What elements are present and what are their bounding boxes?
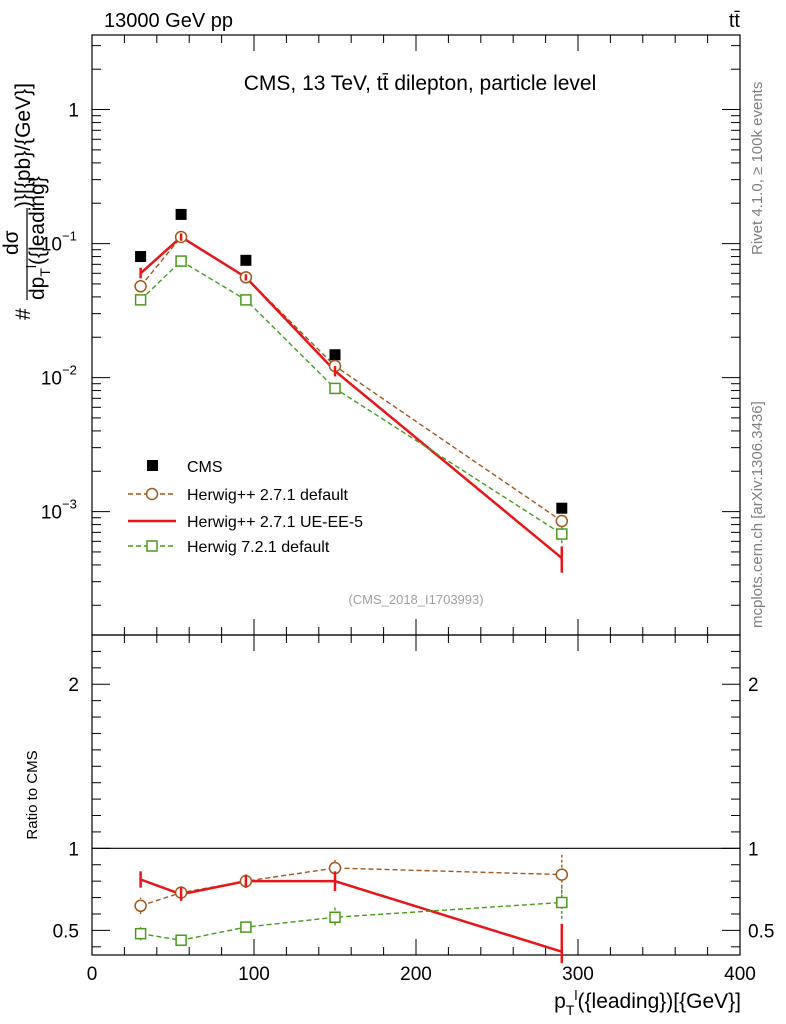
legend: CMS Herwig++ 2.7.1 default Herwig++ 2.7.… (128, 459, 363, 556)
x-tick-label: 100 (238, 964, 270, 985)
ratio-point-herwig-2-7-1-default (134, 899, 147, 913)
main-y-axis-label: # dσ dpTl({leading} )}[{pb}/{GeV}] (0, 83, 53, 320)
main-point-herwig-7-2-1-default (134, 294, 147, 306)
main-point-cms (556, 502, 568, 514)
ratio-y-tick-label: 1 (68, 839, 79, 860)
ratio-y-axis-label: Ratio to CMS (24, 750, 41, 839)
ratio-y-tick-label: 0.5 (53, 921, 79, 942)
x-label-p: p (554, 990, 566, 1013)
ratio-line-herwig-2-7-1-ue-ee-5 (140, 878, 563, 953)
legend-marker-herwig7-default (146, 540, 158, 552)
legend-label-herwigpp-ueee5: Herwig++ 2.7.1 UE-EE-5 (187, 514, 363, 531)
y-label-subscript: T (37, 268, 53, 277)
y-label-superscript: l (23, 265, 39, 268)
x-tick-labels: 0 100 200 300 400 (87, 964, 756, 985)
y-label-leading: ({leading} (26, 176, 49, 265)
x-label-subscript: T (566, 1002, 575, 1018)
process-label: tt̄ (729, 10, 741, 32)
main-y-tick-label: 10 (41, 369, 62, 390)
main-y-tick-label: 1 (68, 101, 79, 122)
energy-label: 13000 GeV pp (104, 10, 233, 32)
x-tick-label: 200 (400, 964, 432, 985)
main-plot-lines (139, 235, 563, 560)
y-label-denominator: dp (26, 277, 49, 300)
main-y-tick-labels: 110−110−210−3 (41, 101, 79, 524)
mcplots-label: mcplots.cern.ch [arXiv:1306.3436] (749, 401, 766, 628)
main-y-tick-label: 10 (41, 503, 62, 524)
main-y-tick-label: 10 (41, 235, 62, 256)
ratio-plot-lines (140, 867, 563, 953)
x-axis-label: pTl({leading})[{GeV}] (554, 987, 741, 1018)
main-line-herwig-2-7-1-ue-ee-5 (139, 235, 563, 560)
main-title: CMS, 13 TeV, tt̄ dilepton, particle leve… (244, 72, 597, 95)
main-point-herwig-7-2-1-default (329, 382, 341, 395)
ratio-y-tick-label-right: 0.5 (748, 921, 774, 942)
main-axis-ticks (91, 35, 741, 635)
rivet-label: Rivet 4.1.0, ≥ 100k events (749, 82, 766, 255)
ratio-y-tick-labels: 0.5 0.5 1 1 2 2 (53, 675, 775, 942)
x-label-rest: ({leading})[{GeV}] (578, 990, 741, 1013)
main-y-tick-exponent: −2 (62, 363, 77, 378)
svg-text:dpTl({leading}: dpTl({leading} (23, 176, 53, 300)
x-label-superscript: l (574, 987, 577, 1003)
main-point-herwig-2-7-1-default (555, 514, 569, 528)
x-tick-label: 400 (724, 964, 756, 985)
main-point-cms (329, 349, 341, 361)
legend-marker-herwigpp-default (145, 487, 159, 501)
ratio-y-tick-label-right: 1 (748, 839, 759, 860)
main-y-tick-exponent: −3 (62, 497, 77, 512)
x-tick-label: 0 (87, 964, 98, 985)
y-label-units: )}[{pb}/{GeV}] (12, 83, 35, 208)
main-point-herwig-7-2-1-default (175, 255, 187, 267)
legend-marker-cms (147, 460, 158, 471)
ratio-plot-points (134, 854, 569, 964)
legend-label-herwig7-default: Herwig 7.2.1 default (187, 539, 330, 556)
ratio-point-herwig-7-2-1-default (240, 921, 252, 933)
main-point-cms (135, 251, 147, 263)
ratio-axis-ticks (91, 635, 741, 955)
ratio-point-herwig-7-2-1-default (556, 896, 568, 909)
main-line-herwig-2-7-1-default (140, 236, 563, 522)
ratio-y-tick-label: 2 (68, 675, 79, 696)
ratio-point-herwig-7-2-1-default (329, 911, 341, 924)
ratio-line-herwig-7-2-1-default (140, 901, 562, 941)
analysis-watermark: (CMS_2018_I1703993) (348, 592, 483, 607)
ratio-y-tick-label-right: 2 (748, 675, 759, 696)
y-label-numerator: dσ (0, 230, 23, 255)
legend-label-cms: CMS (187, 459, 223, 476)
legend-label-herwigpp-default: Herwig++ 2.7.1 default (187, 487, 349, 504)
x-tick-label: 300 (562, 964, 594, 985)
main-point-cms (175, 208, 187, 220)
ratio-point-herwig-2-7-1-default (555, 868, 569, 881)
main-plot-points (134, 208, 569, 573)
main-y-tick-exponent: −1 (62, 229, 77, 244)
y-label-hash: # (12, 308, 35, 320)
main-point-herwig-2-7-1-default (134, 280, 147, 293)
ratio-point-herwig-7-2-1-default (134, 927, 147, 940)
main-point-herwig-7-2-1-default (240, 294, 252, 306)
ratio-point-herwig-7-2-1-default (175, 934, 187, 946)
main-point-herwig-7-2-1-default (556, 528, 568, 540)
main-point-cms (240, 254, 252, 266)
